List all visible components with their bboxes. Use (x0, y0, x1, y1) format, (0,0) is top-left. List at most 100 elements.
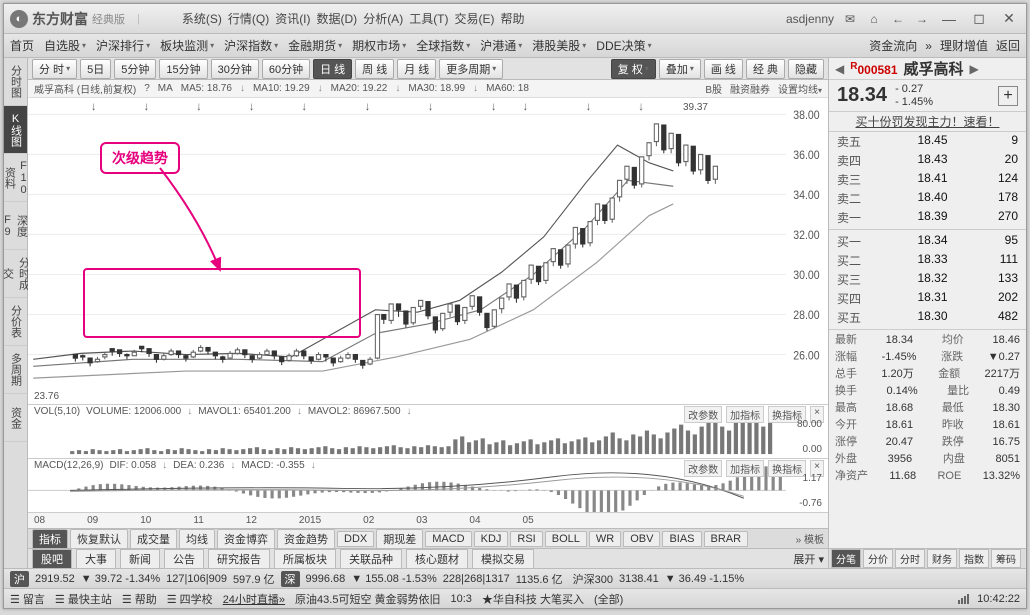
indicator-tab[interactable]: 恢复默认 (70, 529, 128, 549)
tool-button[interactable]: 复 权▾ (611, 59, 656, 79)
username[interactable]: asdjenny (786, 12, 834, 26)
nav-item[interactable]: DDE决策▾ (596, 37, 651, 54)
window-max[interactable]: ◻ (968, 10, 990, 28)
nav-item[interactable]: 沪深排行▾ (96, 37, 150, 54)
home-icon[interactable]: ⌂ (866, 11, 882, 27)
indicator-tab[interactable]: RSI (510, 531, 542, 547)
indicator-tab[interactable]: 资金趋势 (277, 529, 335, 549)
nav-right-item[interactable]: 返回 (996, 37, 1020, 54)
tool-button[interactable]: 叠加▾ (659, 59, 701, 79)
indicator-tab[interactable]: BRAR (704, 531, 749, 547)
window-min[interactable]: — (938, 10, 960, 28)
sz-label[interactable]: 深 (281, 571, 300, 587)
side-tab[interactable]: 深度F9 (4, 202, 27, 250)
sh-label[interactable]: 沪 (10, 571, 29, 587)
timeframe-button[interactable]: 日 线 (313, 59, 352, 79)
indicator-tab[interactable]: OBV (623, 531, 660, 547)
side-tab[interactable]: 分时成交 (4, 250, 27, 298)
status-link[interactable]: ☰ 帮助 (122, 591, 157, 607)
nav-item[interactable]: 首页 (10, 37, 34, 54)
side-tab[interactable]: 分时图 (4, 58, 27, 106)
window-close[interactable]: ✕ (998, 10, 1020, 28)
fwd-icon[interactable]: → (914, 11, 930, 27)
timeframe-button[interactable]: 更多周期▾ (439, 59, 503, 79)
nav-item[interactable]: 金融期货▾ (288, 37, 342, 54)
nav-right-item[interactable]: 理财增值 (940, 37, 988, 54)
timeframe-button[interactable]: 分 时▾ (32, 59, 77, 79)
info-tab[interactable]: 新闻 (120, 549, 160, 569)
nav-item[interactable]: 板块监测▾ (160, 37, 214, 54)
indicator-tab[interactable]: 期现差 (376, 529, 423, 549)
ad-banner[interactable]: 买十份罚发现主力！速看！ (829, 112, 1026, 132)
indicator-tab[interactable]: KDJ (474, 531, 509, 547)
menu-item[interactable]: 行情(Q) (228, 10, 269, 27)
nav-item[interactable]: 全球指数▾ (416, 37, 470, 54)
right-tab[interactable]: 指数 (959, 549, 989, 568)
volume-panel[interactable]: VOL(5,10)VOLUME: 12006.000↓ MAVOL1: 6540… (28, 404, 828, 458)
timeframe-button[interactable]: 15分钟 (159, 59, 207, 79)
nav-item[interactable]: 港股美股▾ (532, 37, 586, 54)
info-tab[interactable]: 模拟交易 (472, 549, 534, 569)
timeframe-button[interactable]: 月 线 (397, 59, 436, 79)
side-tab[interactable]: K线图 (4, 106, 27, 154)
live-link[interactable]: 24小时直播» (223, 591, 285, 607)
panel-ctrl[interactable]: 改参数 (684, 460, 722, 477)
timeframe-button[interactable]: 60分钟 (262, 59, 310, 79)
side-tab[interactable]: 多周期 (4, 346, 27, 394)
mail-icon[interactable]: ✉ (842, 11, 858, 27)
menu-item[interactable]: 交易(E) (455, 10, 495, 27)
tool-button[interactable]: 经 典 (746, 59, 785, 79)
indicator-tab[interactable]: 资金博弈 (217, 529, 275, 549)
right-tab[interactable]: 财务 (927, 549, 957, 568)
info-tab[interactable]: 核心题材 (406, 549, 468, 569)
macd-panel[interactable]: MACD(12,26,9)DIF: 0.058↓ DEA: 0.236↓ MAC… (28, 458, 828, 512)
panel-ctrl[interactable]: 加指标 (726, 406, 764, 423)
add-favorite[interactable]: + (998, 86, 1018, 106)
menu-item[interactable]: 分析(A) (363, 10, 403, 27)
indicator-tab[interactable]: MACD (425, 531, 471, 547)
menu-item[interactable]: 工具(T) (409, 10, 448, 27)
menu-item[interactable]: 数据(D) (317, 10, 358, 27)
right-tab[interactable]: 筹码 (991, 549, 1021, 568)
indicator-tab[interactable]: BOLL (545, 531, 587, 547)
timeframe-button[interactable]: 周 线 (355, 59, 394, 79)
nav-item[interactable]: 沪深指数▾ (224, 37, 278, 54)
info-tab[interactable]: 大事 (76, 549, 116, 569)
right-tab[interactable]: 分价 (863, 549, 893, 568)
side-tab[interactable]: F10资料 (4, 154, 27, 202)
nav-item[interactable]: 期权市场▾ (352, 37, 406, 54)
indicator-tab[interactable]: BIAS (662, 531, 701, 547)
menu-item[interactable]: 系统(S) (182, 10, 222, 27)
tool-button[interactable]: 隐藏 (788, 59, 824, 79)
timeframe-button[interactable]: 30分钟 (211, 59, 259, 79)
panel-ctrl[interactable]: 改参数 (684, 406, 722, 423)
prev-stock[interactable]: ◀ (835, 62, 844, 76)
side-tab[interactable]: 分价表 (4, 298, 27, 346)
status-link[interactable]: ☰ 留言 (10, 591, 45, 607)
hot-stock[interactable]: ★华自科技 大笔买入 (482, 591, 584, 607)
indicator-tab[interactable]: 均线 (179, 529, 215, 549)
nav-item[interactable]: 沪港通▾ (480, 37, 522, 54)
info-tab[interactable]: 所属板块 (274, 549, 336, 569)
status-link[interactable]: ☰ 最快主站 (55, 591, 112, 607)
news-ticker[interactable]: 原油43.5可短空 黄金弱势依旧 (295, 591, 440, 607)
right-tab[interactable]: 分笔 (831, 549, 861, 568)
nav-item[interactable]: 自选股▾ (44, 37, 86, 54)
right-tab[interactable]: 分时 (895, 549, 925, 568)
tool-button[interactable]: 画 线 (704, 59, 743, 79)
info-tab[interactable]: 关联品种 (340, 549, 402, 569)
menu-item[interactable]: 帮助 (501, 10, 525, 27)
info-tab[interactable]: 股吧 (32, 549, 72, 569)
menu-item[interactable]: 资讯(I) (275, 10, 310, 27)
panel-ctrl[interactable]: 加指标 (726, 460, 764, 477)
status-link[interactable]: ☰ 四学校 (167, 591, 213, 607)
price-chart[interactable]: 38.0036.0034.0032.0030.0028.0026.00↓↓↓↓↓… (28, 98, 828, 404)
nav-right-item[interactable]: » (925, 37, 932, 54)
info-tab[interactable]: 研究报告 (208, 549, 270, 569)
app-logo[interactable]: ◐ 东方财富 经典版 (10, 9, 125, 29)
timeframe-button[interactable]: 5分钟 (114, 59, 156, 79)
side-tab[interactable]: 资金 (4, 394, 27, 442)
timeframe-button[interactable]: 5日 (80, 59, 111, 79)
indicator-tab[interactable]: WR (589, 531, 621, 547)
info-tab[interactable]: 公告 (164, 549, 204, 569)
